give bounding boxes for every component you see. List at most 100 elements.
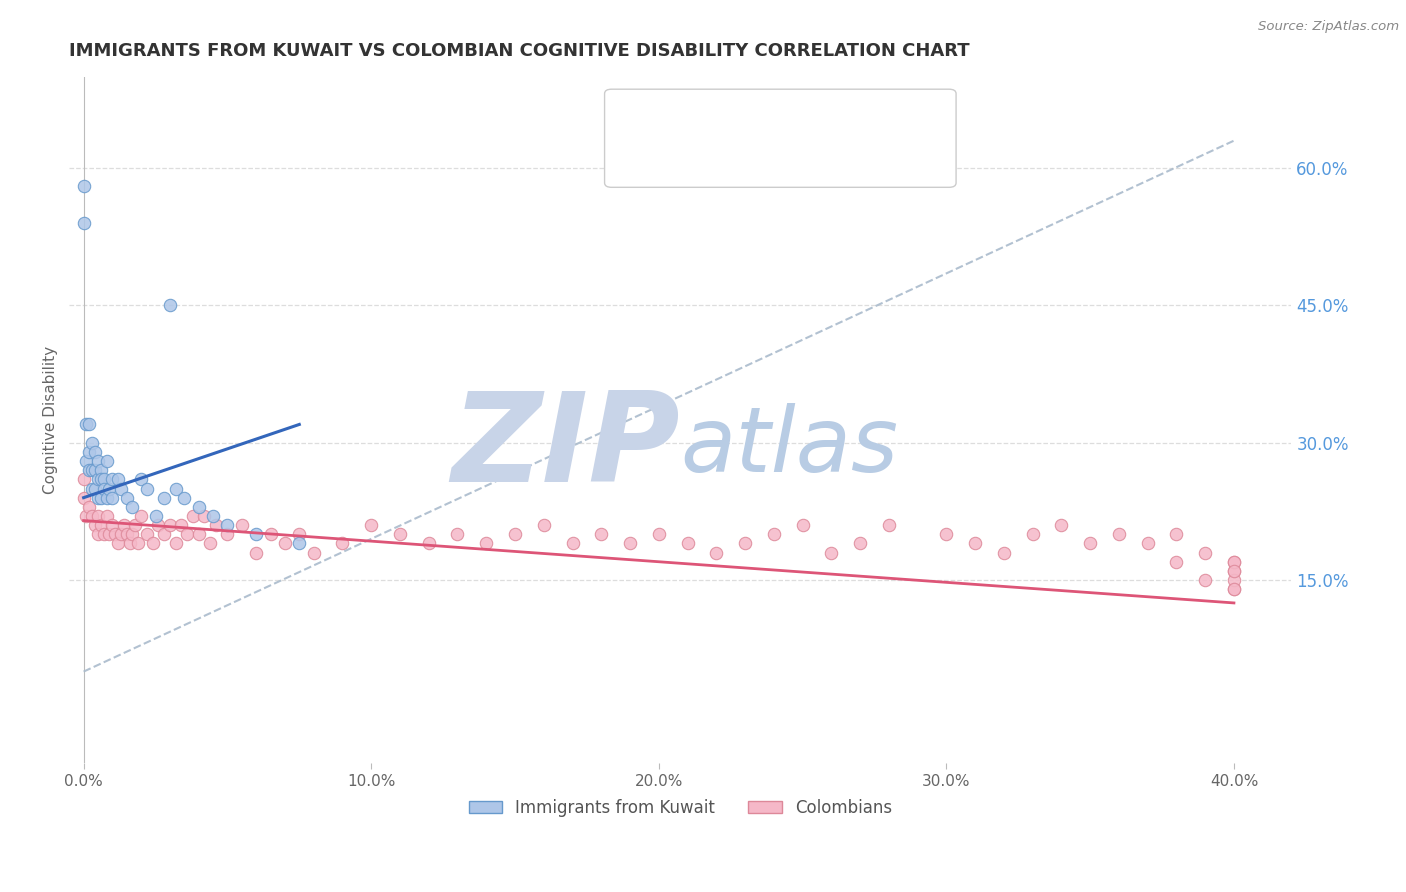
Bar — [621, 143, 669, 174]
Point — [648, 527, 671, 541]
Point — [217, 518, 239, 533]
Point — [101, 518, 124, 533]
Text: -0.405: -0.405 — [740, 149, 797, 167]
Point — [84, 482, 107, 496]
Point — [1194, 573, 1216, 587]
Point — [98, 482, 121, 496]
Point — [135, 527, 157, 541]
Point — [198, 536, 221, 550]
Point — [115, 491, 138, 505]
Point — [121, 500, 143, 514]
Point — [619, 536, 641, 550]
Point — [1166, 555, 1188, 569]
Text: N = 42: N = 42 — [821, 109, 884, 127]
Point — [127, 536, 149, 550]
Point — [82, 482, 104, 496]
Point — [84, 445, 107, 459]
Point — [98, 527, 121, 541]
Point — [159, 298, 181, 312]
Point — [288, 536, 311, 550]
Point — [93, 482, 115, 496]
Point — [79, 463, 101, 477]
Point — [101, 491, 124, 505]
Point — [115, 527, 138, 541]
Point — [302, 545, 325, 559]
Point — [533, 518, 555, 533]
Point — [762, 527, 785, 541]
Point — [107, 472, 129, 486]
Point — [704, 545, 727, 559]
Point — [96, 491, 118, 505]
Point — [87, 527, 110, 541]
Point — [446, 527, 468, 541]
Text: Source: ZipAtlas.com: Source: ZipAtlas.com — [1258, 20, 1399, 33]
Text: R =: R = — [682, 109, 716, 127]
Point — [90, 518, 112, 533]
Point — [475, 536, 498, 550]
Point — [1223, 555, 1246, 569]
Point — [153, 491, 176, 505]
Point — [142, 536, 165, 550]
Point — [79, 417, 101, 432]
Point — [561, 536, 583, 550]
Point — [87, 454, 110, 468]
Point — [101, 472, 124, 486]
Point — [107, 536, 129, 550]
Point — [148, 518, 170, 533]
Point — [1136, 536, 1159, 550]
Point — [1223, 564, 1246, 578]
Point — [76, 417, 98, 432]
Text: N = 82: N = 82 — [821, 149, 884, 167]
Point — [388, 527, 411, 541]
Point — [245, 527, 267, 541]
Point — [112, 518, 135, 533]
Point — [181, 508, 204, 523]
Point — [935, 527, 957, 541]
Y-axis label: Cognitive Disability: Cognitive Disability — [44, 346, 58, 494]
Point — [176, 527, 198, 541]
Point — [792, 518, 814, 533]
Point — [145, 508, 167, 523]
Point — [259, 527, 281, 541]
Point — [72, 179, 94, 194]
Point — [1050, 518, 1073, 533]
Point — [79, 445, 101, 459]
Point — [1194, 545, 1216, 559]
Point — [187, 500, 209, 514]
Point — [90, 491, 112, 505]
Point — [159, 518, 181, 533]
Point — [82, 463, 104, 477]
Point — [129, 508, 152, 523]
Point — [82, 435, 104, 450]
Text: IMMIGRANTS FROM KUWAIT VS COLOMBIAN COGNITIVE DISABILITY CORRELATION CHART: IMMIGRANTS FROM KUWAIT VS COLOMBIAN COGN… — [69, 42, 970, 60]
Point — [1108, 527, 1130, 541]
Point — [217, 527, 239, 541]
Point — [1078, 536, 1101, 550]
Point — [849, 536, 872, 550]
Point — [170, 518, 193, 533]
Point — [110, 482, 132, 496]
Point — [87, 508, 110, 523]
Point — [118, 536, 141, 550]
Point — [1166, 527, 1188, 541]
Point — [193, 508, 215, 523]
Point — [165, 482, 187, 496]
Point — [820, 545, 842, 559]
Point — [360, 518, 382, 533]
Point — [79, 500, 101, 514]
Point — [1223, 582, 1246, 597]
Bar — [621, 103, 669, 134]
Point — [734, 536, 756, 550]
Point — [72, 491, 94, 505]
Point — [274, 536, 297, 550]
Text: ZIP: ZIP — [451, 387, 681, 508]
Point — [96, 508, 118, 523]
Point — [121, 527, 143, 541]
Point — [503, 527, 526, 541]
Point — [135, 482, 157, 496]
Point — [245, 545, 267, 559]
Point — [1223, 564, 1246, 578]
Point — [173, 491, 195, 505]
Point — [332, 536, 354, 550]
Point — [84, 518, 107, 533]
